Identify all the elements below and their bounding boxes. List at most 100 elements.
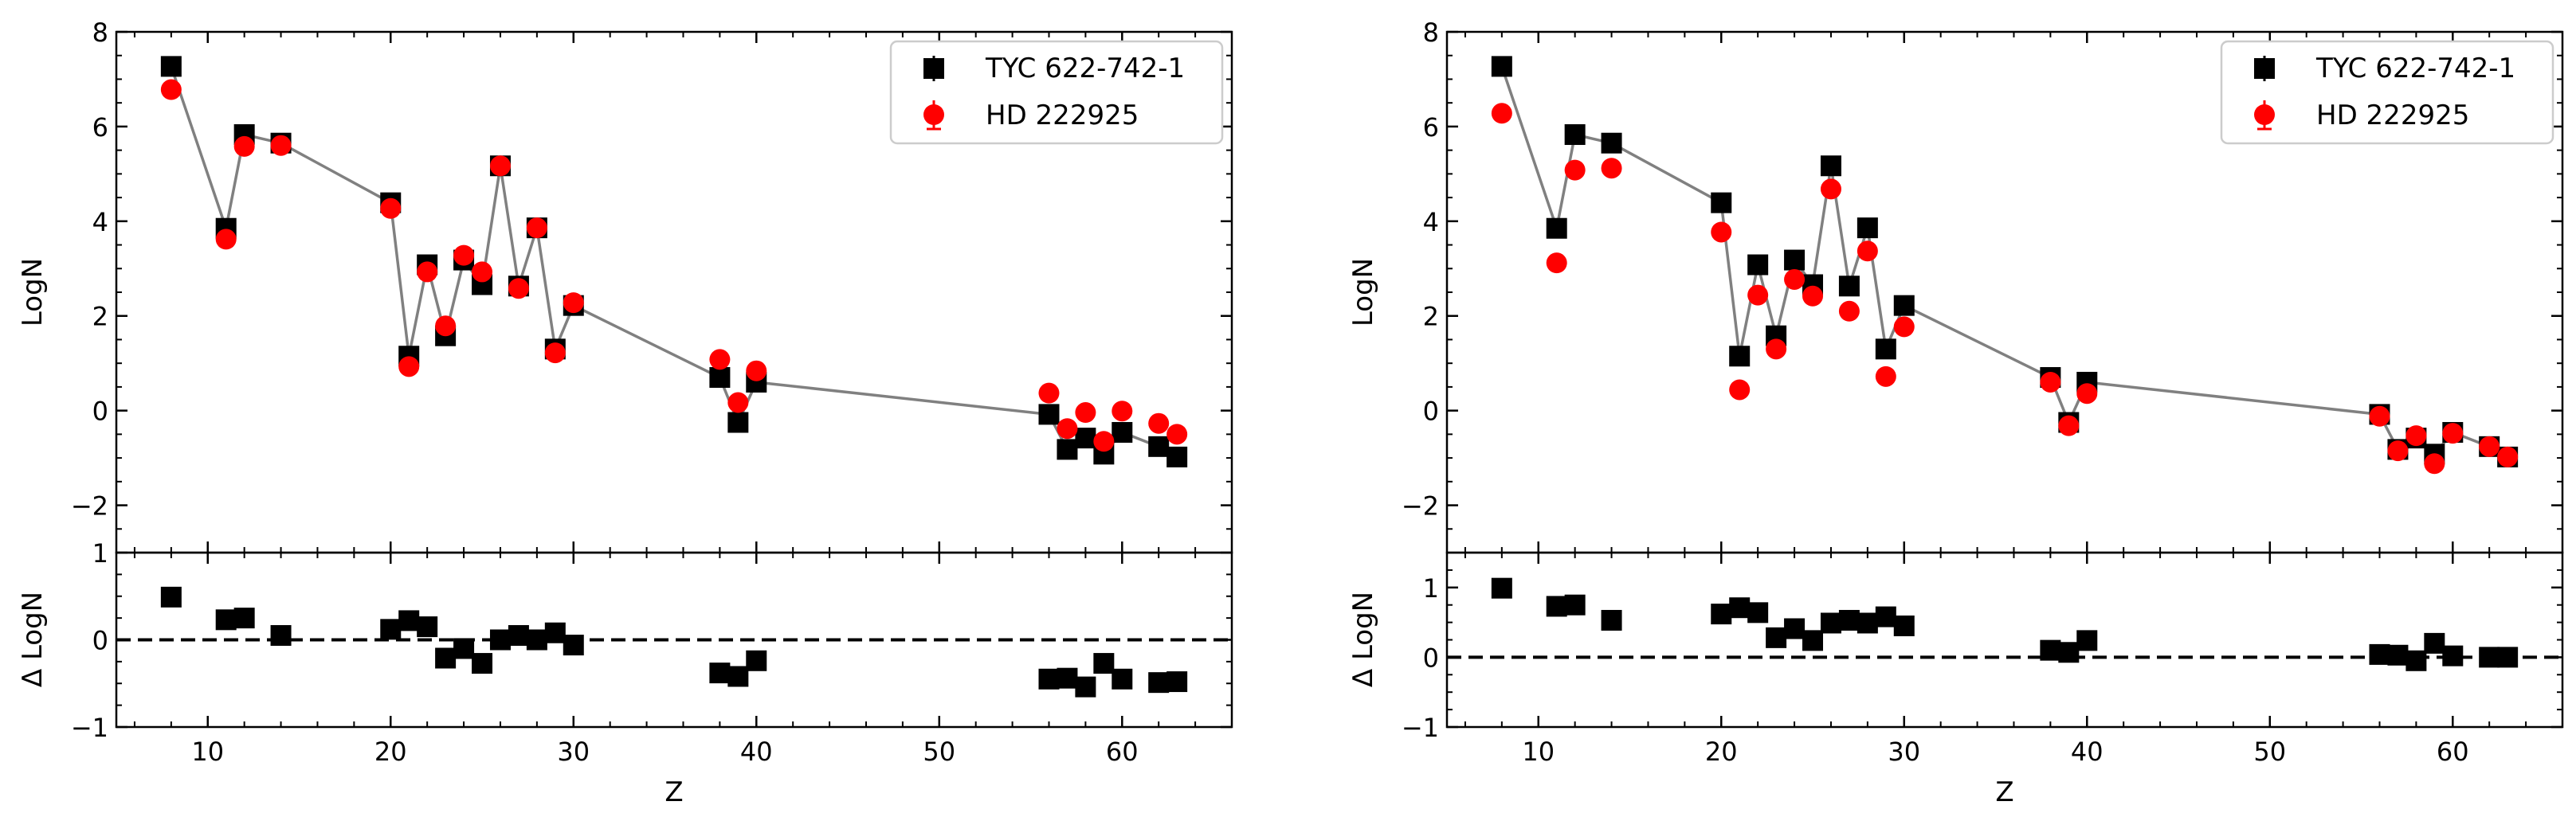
x-tick-label: 20 bbox=[374, 737, 407, 767]
tyc-data-point bbox=[1747, 254, 1769, 276]
residual-data-point bbox=[160, 586, 182, 608]
hd-data-point bbox=[435, 315, 457, 337]
x-tick-label: 10 bbox=[1522, 737, 1555, 767]
residual-data-point bbox=[215, 609, 237, 631]
x-tick-label: 30 bbox=[557, 737, 590, 767]
y-tick-label: 6 bbox=[1423, 112, 1439, 143]
residual-data-point bbox=[1820, 612, 1841, 634]
hd-data-point bbox=[727, 392, 749, 413]
residual-data-point bbox=[709, 663, 731, 684]
tyc-data-point bbox=[1711, 192, 1732, 213]
left-xlabel: Z bbox=[665, 776, 683, 808]
y-tick-label: −2 bbox=[1402, 491, 1439, 522]
left-legend: TYC 622-742-1 HD 222925 bbox=[889, 40, 1224, 145]
residual-data-point bbox=[1784, 618, 1806, 639]
y-tick-label: 0 bbox=[1423, 643, 1439, 673]
residual-data-point bbox=[1729, 597, 1751, 619]
residual-data-point bbox=[544, 622, 566, 643]
hd-data-point bbox=[2424, 453, 2445, 475]
residual-data-point bbox=[2497, 647, 2519, 668]
x-tick-label: 10 bbox=[191, 737, 224, 767]
residual-data-point bbox=[2405, 650, 2427, 671]
left-residual-ticks: −1 0 1 10 20 30 40 50 60 bbox=[71, 538, 1233, 767]
hd-data-point bbox=[2076, 383, 2098, 405]
residual-data-point bbox=[2387, 644, 2409, 666]
residual-data-point bbox=[2058, 642, 2080, 663]
hd-data-point bbox=[1784, 268, 1806, 290]
hd-data-point bbox=[1747, 284, 1769, 306]
tyc-data-point bbox=[1166, 446, 1188, 467]
residual-data-point bbox=[472, 653, 493, 674]
hd-data-point bbox=[2369, 405, 2390, 427]
left-main-panel: −2 0 2 4 6 8 LogN TYC 622-742-1 HD 222925 bbox=[17, 18, 1233, 554]
residual-data-point bbox=[489, 629, 511, 651]
residual-data-point bbox=[563, 635, 584, 656]
y-tick-label: −1 bbox=[71, 713, 108, 743]
tyc-data-point bbox=[1112, 421, 1133, 443]
residual-data-point bbox=[1601, 609, 1622, 631]
hd-data-point bbox=[2058, 415, 2080, 436]
hd-data-point bbox=[508, 278, 529, 299]
residual-data-point bbox=[526, 629, 547, 651]
right-residual-ylabel: Δ LogN bbox=[1347, 592, 1379, 687]
tyc-data-point bbox=[1491, 56, 1512, 77]
residual-data-point bbox=[1564, 594, 1586, 616]
residual-data-point bbox=[2479, 647, 2500, 668]
residual-data-point bbox=[453, 638, 475, 659]
tyc-data-point bbox=[1564, 124, 1586, 146]
hd-data-point bbox=[2405, 425, 2427, 447]
residual-data-point bbox=[508, 625, 529, 647]
left-legend-marker-tyc bbox=[923, 58, 944, 79]
residual-data-point bbox=[1711, 604, 1732, 625]
y-tick-label: −2 bbox=[71, 491, 108, 522]
left-chart: −2 0 2 4 6 8 LogN TYC 622-742-1 HD 222925 −1 0… bbox=[17, 18, 1233, 808]
right-xlabel: Z bbox=[1995, 776, 2013, 808]
residual-data-point bbox=[2076, 630, 2098, 651]
hd-data-point bbox=[233, 135, 255, 157]
hd-data-point bbox=[2479, 436, 2500, 457]
left-residual-series-layer bbox=[116, 586, 1232, 698]
hd-data-point bbox=[1166, 424, 1188, 445]
residual-data-point bbox=[1148, 672, 1170, 694]
tyc-data-point bbox=[1601, 132, 1622, 154]
residual-data-point bbox=[1802, 630, 1824, 651]
residual-data-point bbox=[2369, 643, 2390, 665]
tyc-data-point bbox=[1857, 217, 1878, 239]
residual-data-point bbox=[1093, 653, 1115, 674]
hd-data-point bbox=[1546, 252, 1567, 274]
right-residual-plot-area bbox=[1447, 577, 2562, 671]
residual-data-point bbox=[398, 610, 420, 631]
y-tick-label: 4 bbox=[92, 207, 108, 237]
left-residual-plot-area bbox=[116, 586, 1232, 698]
right-legend-marker-tyc bbox=[2254, 58, 2275, 79]
residual-data-point bbox=[2442, 645, 2464, 666]
y-tick-label: 4 bbox=[1423, 207, 1439, 237]
hd-data-point bbox=[1820, 178, 1841, 200]
y-tick-label: 1 bbox=[92, 538, 108, 569]
residual-data-point bbox=[1057, 667, 1078, 689]
hd-data-point bbox=[270, 135, 292, 156]
hd-data-point bbox=[215, 229, 237, 250]
hd-data-point bbox=[1893, 316, 1915, 338]
hd-data-point bbox=[1564, 159, 1586, 181]
y-tick-label: 8 bbox=[1423, 18, 1439, 48]
residual-data-point bbox=[2040, 639, 2061, 661]
right-legend-box bbox=[2220, 40, 2554, 145]
hd-data-point bbox=[1112, 401, 1133, 422]
x-tick-label: 60 bbox=[2437, 737, 2469, 767]
hd-data-point bbox=[709, 349, 731, 370]
x-tick-label: 50 bbox=[2253, 737, 2286, 767]
right-residual-ticks: −1 0 1 10 20 30 40 50 60 bbox=[1402, 552, 2563, 767]
tyc-data-point bbox=[160, 56, 182, 77]
x-tick-label: 20 bbox=[1705, 737, 1738, 767]
y-tick-label: 0 bbox=[1423, 397, 1439, 427]
x-tick-label: 50 bbox=[923, 737, 955, 767]
right-residual-panel: −1 0 1 10 20 30 40 50 60 Δ LogN Z bbox=[1347, 551, 2564, 808]
residual-data-point bbox=[1838, 609, 1860, 631]
x-tick-label: 60 bbox=[1106, 737, 1139, 767]
residual-data-point bbox=[233, 608, 255, 629]
y-tick-label: 0 bbox=[92, 397, 108, 427]
y-tick-label: 8 bbox=[92, 18, 108, 48]
hd-data-point bbox=[1802, 285, 1824, 307]
